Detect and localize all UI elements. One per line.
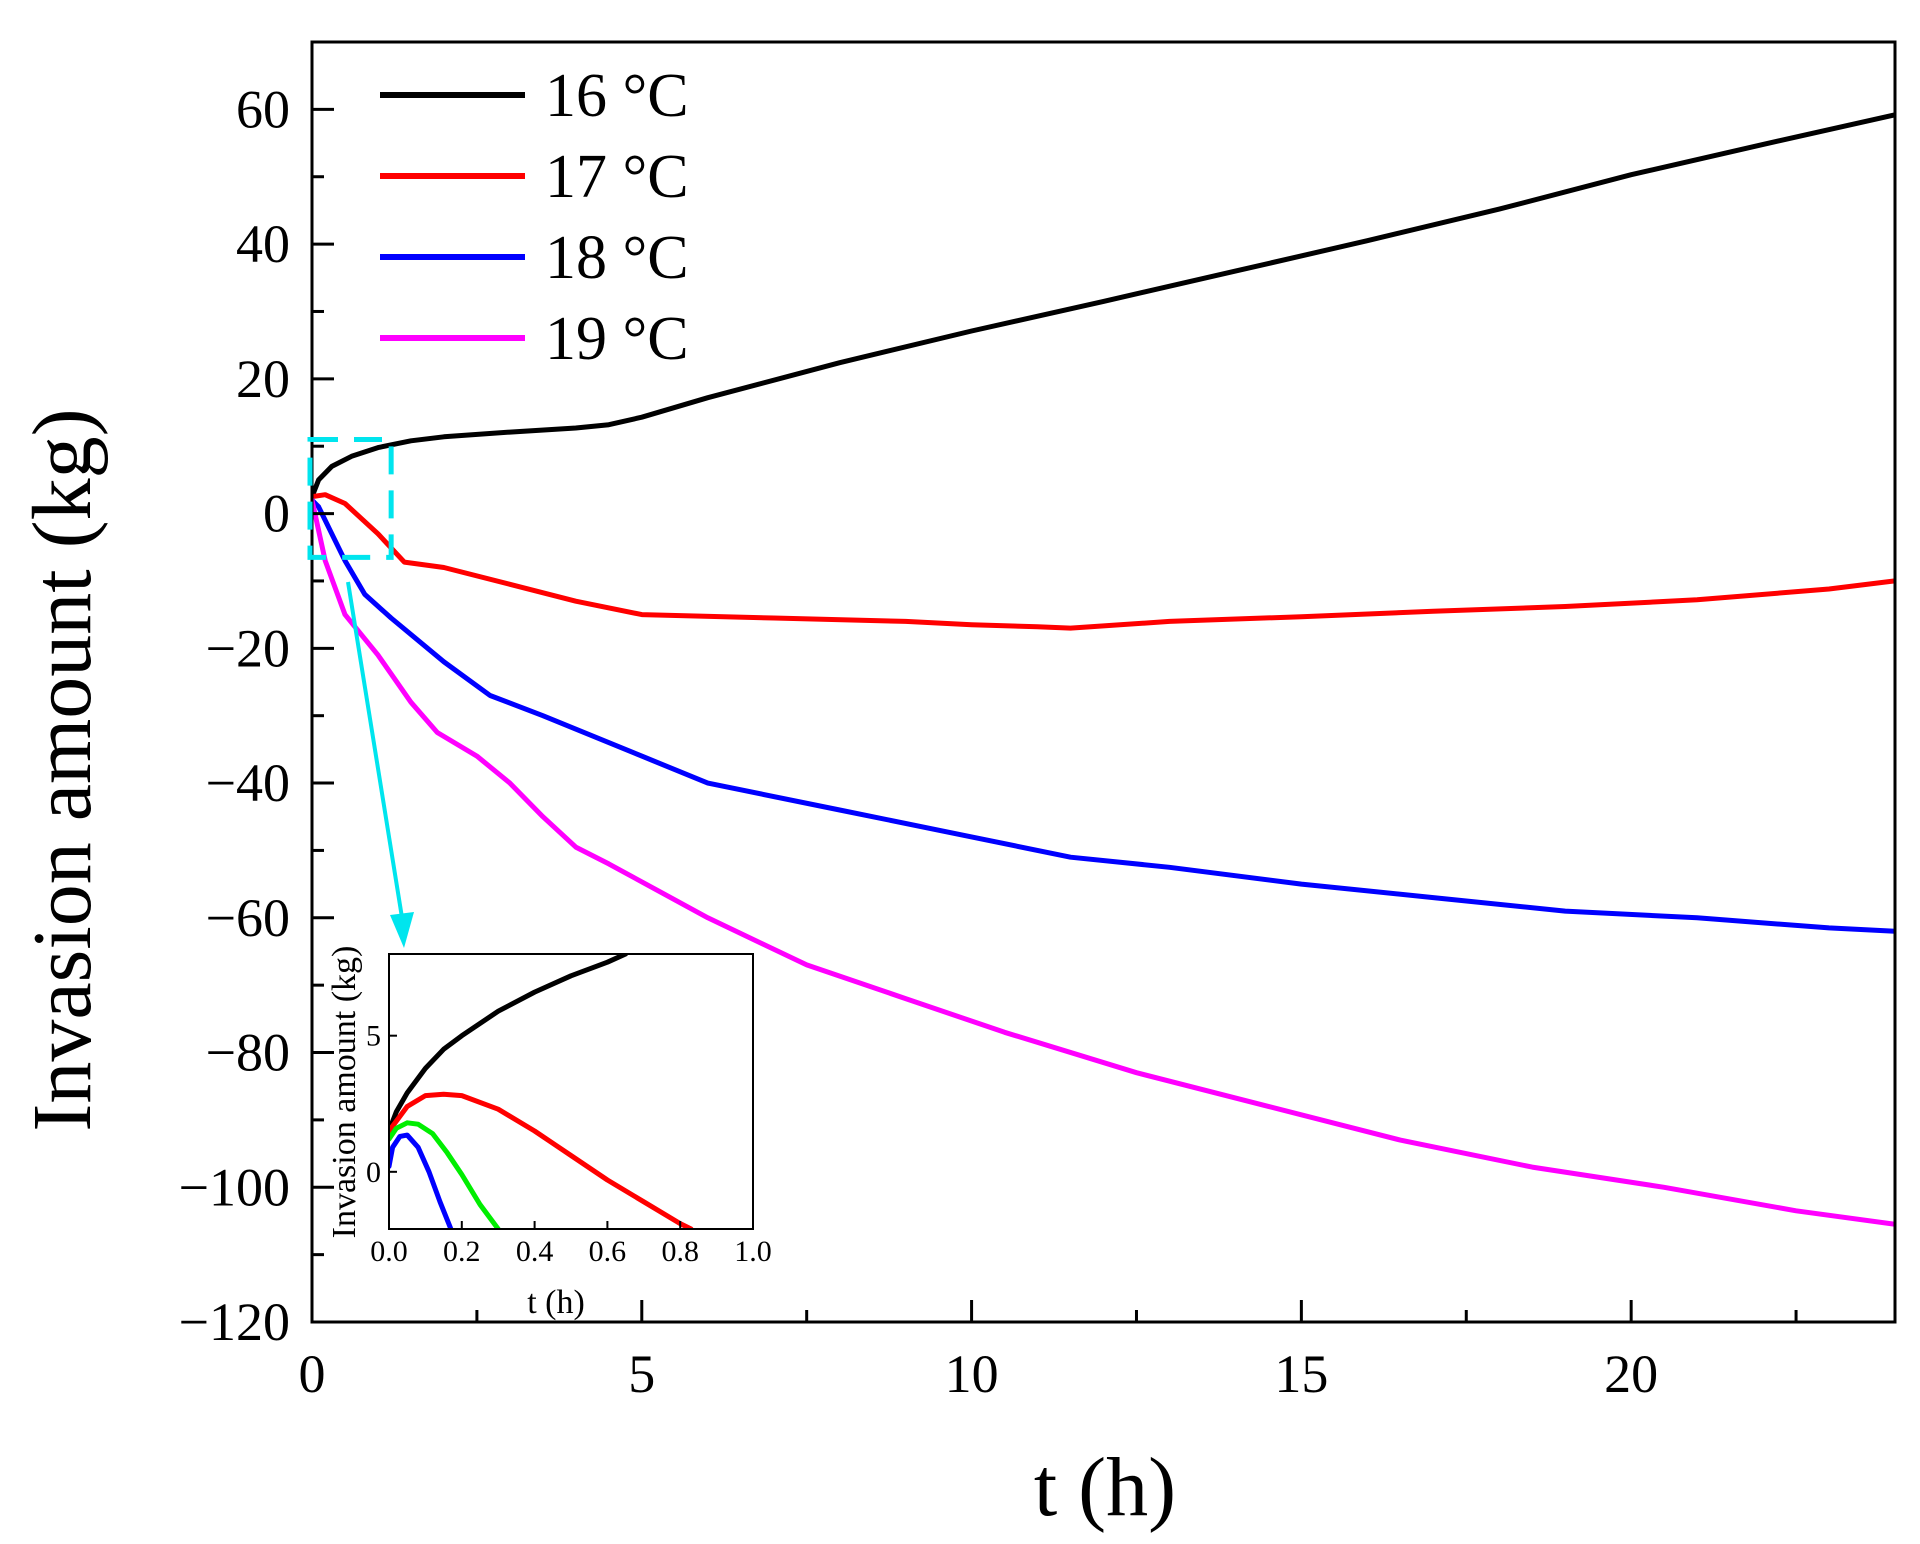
- plot-frame: [310, 40, 1897, 1324]
- legend-label-3: 18 °C: [545, 224, 689, 292]
- x-tick-label: 0: [299, 1344, 326, 1404]
- series-line-1: [312, 112, 1895, 500]
- inset-series-line-3: [389, 1120, 501, 1229]
- main-axes: 0 5 10 15 20 60 40 20 0 −20 −40 −60 −80 −100 −120: [179, 40, 1897, 1404]
- inset-x-tick-label: 0.0: [370, 1235, 408, 1268]
- inset-series-line-1: [389, 954, 629, 1134]
- inset-y-tick-label: 5: [366, 1020, 381, 1053]
- inset-frame: [388, 953, 754, 1230]
- legend: 16 °C 17 °C 18 °C 19 °C: [380, 62, 689, 373]
- main-series-group: [312, 112, 1895, 1227]
- inset-series-group: [389, 954, 694, 1229]
- inset-series-line-4: [389, 1132, 454, 1229]
- x-axis-title: t (h): [1034, 1441, 1176, 1534]
- inset-series-line-2: [389, 1091, 694, 1229]
- x-tick-label: 5: [628, 1344, 655, 1404]
- series-line-2: [312, 492, 1895, 631]
- zoom-arrow-head: [390, 912, 414, 948]
- inset-x-tick-label: 1.0: [734, 1235, 772, 1268]
- legend-label-4: 19 °C: [545, 305, 689, 373]
- zoom-box: [307, 436, 394, 560]
- y-tick-label: 40: [236, 214, 290, 274]
- inset-x-axis-title: t (h): [527, 1284, 585, 1321]
- x-tick-label: 10: [945, 1344, 999, 1404]
- inset-background: [389, 954, 753, 1229]
- x-tick-label: 15: [1274, 1344, 1328, 1404]
- inset-x-tick-label: 0.8: [661, 1235, 699, 1268]
- main-plot-area: [312, 112, 1895, 1227]
- y-tick-label: −80: [206, 1023, 290, 1083]
- inset-x-tick-label: 0.4: [516, 1235, 554, 1268]
- y-tick-label: 60: [236, 79, 290, 139]
- x-tick-label: 20: [1604, 1344, 1658, 1404]
- inset-x-tick-label: 0.2: [443, 1235, 481, 1268]
- y-tick-label: −60: [206, 888, 290, 948]
- legend-label-1: 16 °C: [545, 62, 689, 130]
- y-tick-label: 0: [263, 484, 290, 544]
- zoom-indicator: [307, 436, 414, 948]
- zoom-arrow-shaft: [346, 581, 406, 931]
- inset-chart: 0.0 0.2 0.4 0.6 0.8 1.0 5 0 t (h) Invasion amount…: [326, 946, 772, 1321]
- inset-x-tick-label: 0.6: [589, 1235, 627, 1268]
- y-axis-title: Invasion amount (kg): [16, 408, 109, 1131]
- series-line-4: [312, 497, 1895, 1227]
- series-line-3: [312, 497, 1895, 934]
- y-tick-label: −20: [206, 618, 290, 678]
- inset-y-tick-label: 0: [366, 1156, 381, 1189]
- y-tick-label: −40: [206, 753, 290, 813]
- legend-label-2: 17 °C: [545, 143, 689, 211]
- inset-y-axis-title: Invasion amount (kg): [326, 946, 363, 1239]
- y-tick-label: −120: [179, 1292, 290, 1352]
- y-tick-label: 20: [236, 349, 290, 409]
- y-tick-label: −100: [179, 1157, 290, 1217]
